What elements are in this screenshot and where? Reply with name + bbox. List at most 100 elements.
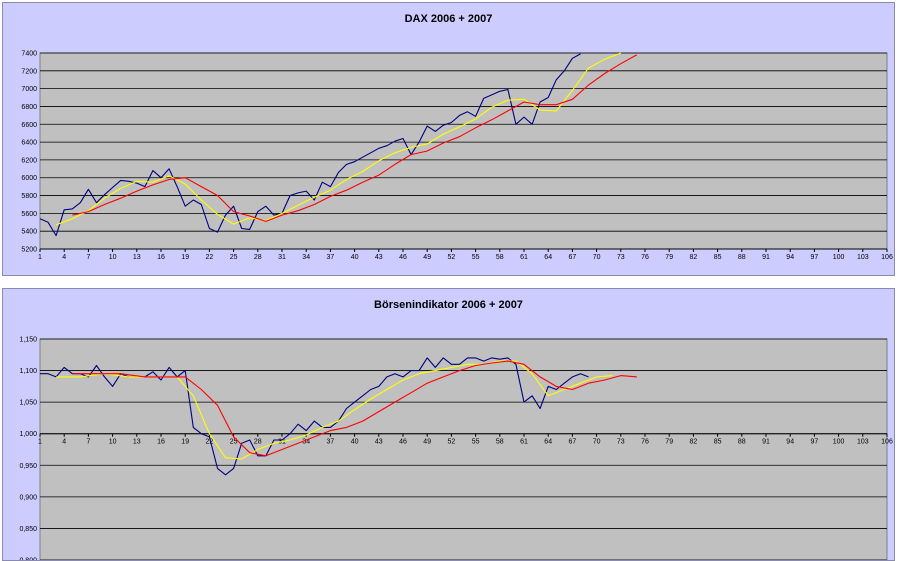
dax-chart-panel: DAX 2006 + 2007 5200 5400 5600 5800 6000 6200…: [2, 2, 895, 276]
x-tick-label: 40: [351, 254, 359, 261]
series-line-1: [39, 53, 581, 237]
x-tick-label: 106: [881, 254, 893, 261]
x-tick-label: 55: [472, 439, 480, 446]
x-tick-label: 52: [448, 439, 456, 446]
x-tick-label: 49: [423, 439, 431, 446]
x-tick-label: 73: [617, 439, 625, 446]
x-tick-label: 4: [62, 439, 66, 446]
y-tick-label: 0,900: [19, 494, 37, 501]
x-tick-label: 91: [762, 254, 770, 261]
x-tick-label: 88: [738, 254, 746, 261]
x-tick-label: 70: [593, 254, 601, 261]
y-tick-label: 1,100: [19, 368, 37, 375]
x-tick-label: 82: [690, 439, 698, 446]
boersenindikator-chart-panel: Börsenindikator 2006 + 2007 0,800 0,850 0,…: [2, 288, 895, 561]
chart-title: Börsenindikator 2006 + 2007: [374, 299, 523, 311]
x-tick-label: 46: [399, 254, 407, 261]
x-tick-label: 58: [496, 439, 504, 446]
boersenindikator-chart-plot: 0,800 0,850 0,900 0,950 1,000 1,050 1,100 1,150…: [19, 337, 893, 561]
x-tick-label: 7: [86, 254, 90, 261]
x-tick-label: 106: [881, 439, 893, 446]
x-tick-label: 73: [617, 254, 625, 261]
x-tick-label: 55: [472, 254, 480, 261]
dax-chart-plot: 5200 5400 5600 5800 6000 6200 6400 6600 6800 7000…: [21, 51, 893, 262]
x-tick-label: 28: [254, 439, 262, 446]
x-tick-label: 19: [181, 439, 189, 446]
x-tick-label: 1: [38, 254, 42, 261]
x-tick-label: 97: [811, 439, 819, 446]
x-tick-label: 70: [593, 439, 601, 446]
x-tick-label: 52: [448, 254, 456, 261]
y-tick-label: 5400: [21, 229, 37, 236]
series-line-2: [56, 360, 613, 460]
y-tick-label: 1,000: [19, 431, 37, 438]
x-tick-label: 100: [833, 439, 845, 446]
series-line-3: [72, 54, 638, 222]
plot-area: [39, 52, 888, 250]
y-tick-label: 6600: [21, 122, 37, 129]
series-line-2: [55, 52, 621, 226]
x-tick-label: 67: [569, 439, 577, 446]
x-tick-label: 97: [811, 254, 819, 261]
y-tick-label: 6800: [21, 104, 37, 111]
x-tick-label: 85: [714, 439, 722, 446]
x-tick-label: 7: [86, 439, 90, 446]
y-tick-label: 6400: [21, 140, 37, 147]
x-tick-label: 64: [544, 439, 552, 446]
x-tick-label: 85: [714, 254, 722, 261]
x-tick-label: 76: [641, 439, 649, 446]
x-tick-label: 100: [833, 254, 845, 261]
x-tick-label: 25: [230, 439, 238, 446]
x-tick-label: 10: [109, 254, 117, 261]
x-tick-label: 37: [327, 439, 335, 446]
x-tick-label: 61: [520, 439, 528, 446]
chart-title: DAX 2006 + 2007: [404, 13, 493, 25]
y-tick-label: 0,950: [19, 463, 37, 470]
x-tick-label: 43: [375, 254, 383, 261]
series-line-3: [72, 360, 637, 457]
x-tick-label: 34: [302, 254, 310, 261]
x-tick-label: 13: [133, 254, 141, 261]
x-tick-label: 82: [690, 254, 698, 261]
y-tick-label: 5200: [21, 247, 37, 254]
x-tick-label: 4: [62, 254, 66, 261]
x-tick-label: 79: [665, 254, 673, 261]
x-tick-label: 16: [157, 254, 165, 261]
x-tick-label: 64: [544, 254, 552, 261]
x-tick-label: 46: [399, 439, 407, 446]
x-tick-label: 40: [351, 439, 359, 446]
x-tick-label: 79: [665, 439, 673, 446]
y-tick-label: 1,050: [19, 400, 37, 407]
y-tick-label: 1,150: [19, 337, 37, 344]
x-tick-label: 22: [206, 254, 214, 261]
x-tick-label: 16: [157, 439, 165, 446]
x-tick-label: 22: [206, 439, 214, 446]
x-tick-label: 91: [762, 439, 770, 446]
x-tick-label: 61: [520, 254, 528, 261]
x-tick-label: 94: [786, 254, 794, 261]
x-tick-label: 31: [278, 254, 286, 261]
x-tick-label: 31: [278, 439, 286, 446]
x-tick-label: 1: [38, 439, 42, 446]
y-tick-label: 7400: [21, 51, 37, 58]
x-tick-label: 76: [641, 254, 649, 261]
plot-area: [39, 338, 888, 560]
y-tick-label: 7000: [21, 86, 37, 93]
x-tick-label: 28: [254, 254, 262, 261]
x-tick-label: 25: [230, 254, 238, 261]
y-tick-label: 6000: [21, 175, 37, 182]
x-tick-label: 67: [569, 254, 577, 261]
y-tick-label: 5800: [21, 193, 37, 200]
x-tick-label: 94: [786, 439, 794, 446]
x-tick-label: 13: [133, 439, 141, 446]
y-tick-label: 7200: [21, 68, 37, 75]
x-tick-label: 88: [738, 439, 746, 446]
x-tick-label: 43: [375, 439, 383, 446]
y-tick-label: 0,800: [19, 558, 37, 561]
x-tick-label: 19: [181, 254, 189, 261]
x-tick-label: 49: [423, 254, 431, 261]
x-tick-label: 103: [857, 254, 869, 261]
x-tick-label: 58: [496, 254, 504, 261]
x-tick-label: 10: [109, 439, 117, 446]
x-tick-label: 37: [327, 254, 335, 261]
